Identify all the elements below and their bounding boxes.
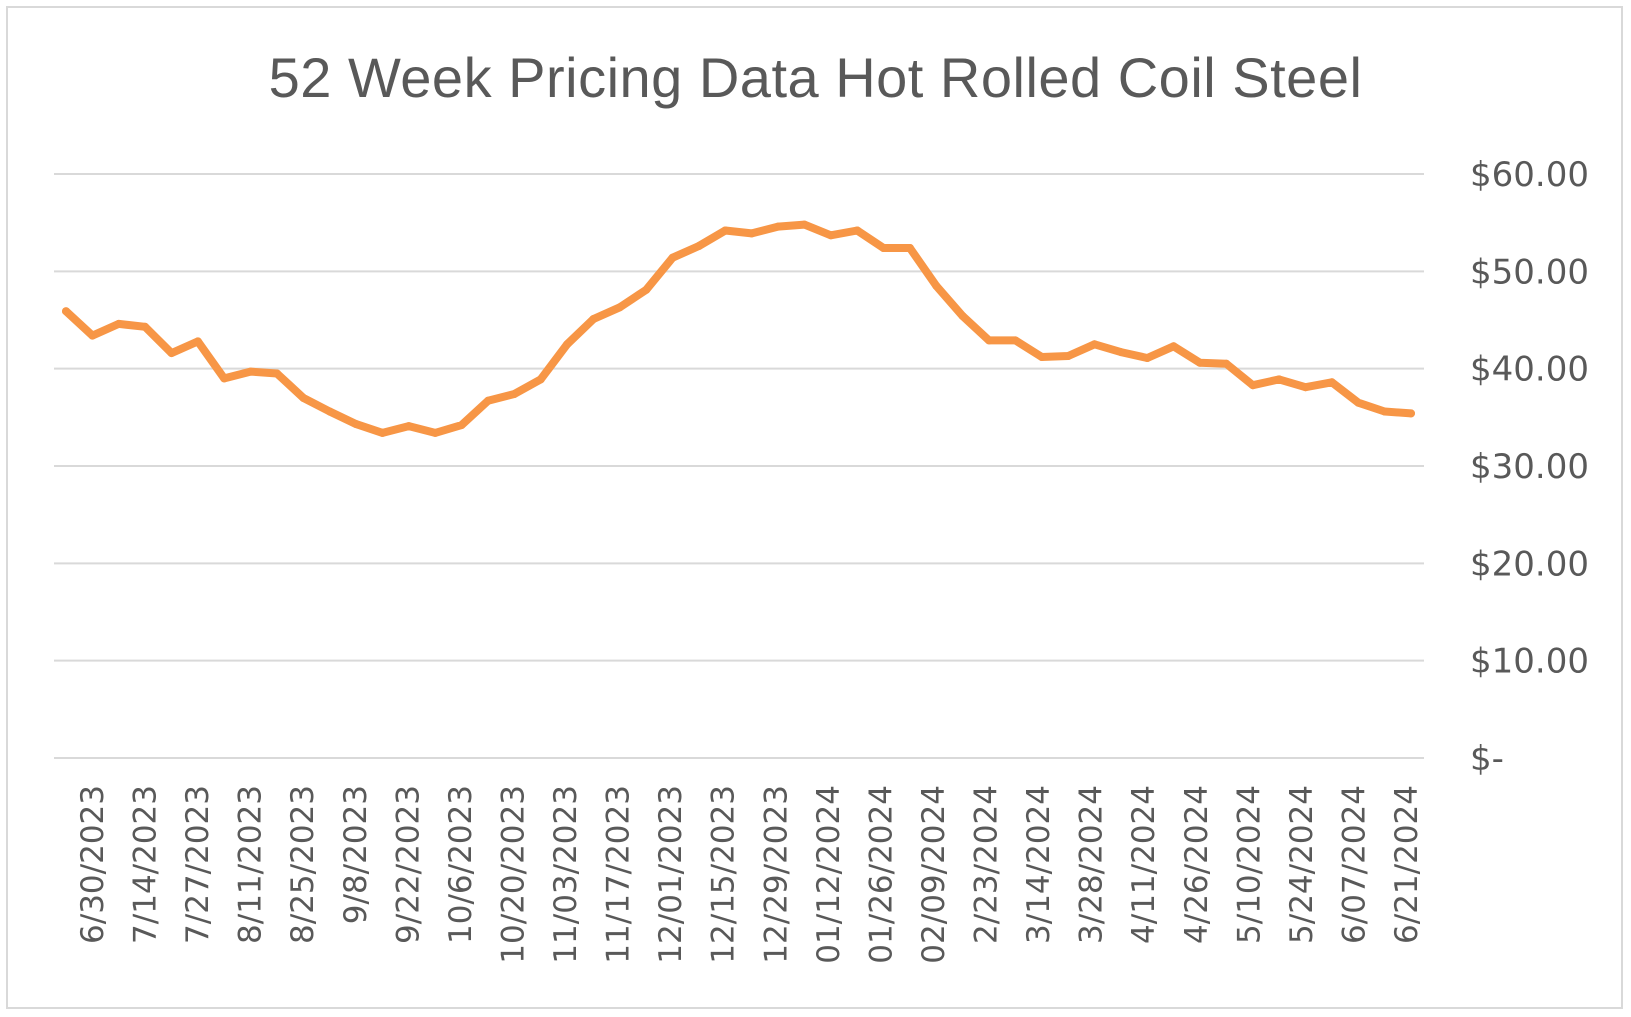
data-point bbox=[1116, 348, 1125, 357]
x-tick-label: 4/11/2024 bbox=[1126, 785, 1162, 944]
x-tick-label: 6/21/2024 bbox=[1389, 785, 1425, 944]
y-tick-label: $20.00 bbox=[1470, 544, 1589, 584]
data-point bbox=[325, 407, 334, 416]
x-tick-label: 01/12/2024 bbox=[811, 785, 847, 964]
y-axis-ticks: $60.00 $50.00 $40.00 $30.00 $20.00 $10.00 $- bbox=[1470, 155, 1589, 779]
data-point bbox=[62, 307, 70, 316]
data-point bbox=[642, 285, 651, 294]
data-point bbox=[1037, 353, 1046, 361]
data-point bbox=[220, 374, 229, 383]
data-point bbox=[1143, 354, 1152, 362]
data-point bbox=[431, 428, 440, 437]
x-tick-label: 6/30/2023 bbox=[75, 785, 111, 944]
data-point bbox=[932, 281, 941, 290]
x-tick-label: 12/29/2023 bbox=[758, 785, 794, 964]
data-point bbox=[484, 396, 492, 405]
x-tick-label: 6/07/2024 bbox=[1336, 785, 1372, 944]
data-point bbox=[1380, 407, 1389, 416]
x-tick-label: 3/28/2024 bbox=[1074, 785, 1110, 944]
data-point bbox=[193, 337, 202, 346]
data-point bbox=[404, 422, 413, 431]
x-tick-label: 5/24/2024 bbox=[1284, 785, 1320, 944]
data-point bbox=[1327, 378, 1336, 387]
data-point bbox=[694, 242, 703, 250]
data-point bbox=[1222, 359, 1231, 368]
x-tick-label: 7/14/2023 bbox=[128, 785, 164, 944]
x-tick-label: 12/01/2023 bbox=[653, 785, 689, 964]
data-point bbox=[853, 226, 862, 235]
data-point bbox=[879, 244, 888, 252]
data-point bbox=[114, 319, 123, 328]
x-tick-label: 9/8/2023 bbox=[338, 785, 374, 924]
data-point bbox=[1275, 375, 1284, 384]
data-point bbox=[589, 315, 598, 323]
gridlines bbox=[54, 173, 1424, 759]
data-point bbox=[1011, 336, 1020, 345]
x-tick-label: 2/23/2024 bbox=[969, 785, 1005, 944]
x-tick-label: 7/27/2023 bbox=[180, 785, 216, 944]
y-tick-label: $10.00 bbox=[1470, 642, 1589, 682]
x-tick-label: 10/6/2023 bbox=[443, 785, 479, 944]
x-tick-label: 8/25/2023 bbox=[285, 785, 321, 944]
data-point bbox=[721, 226, 730, 235]
data-point bbox=[1407, 409, 1415, 418]
x-tick-label: 02/09/2024 bbox=[916, 785, 952, 964]
data-point bbox=[615, 303, 624, 312]
data-point bbox=[536, 375, 545, 384]
data-point bbox=[1354, 398, 1363, 407]
data-point bbox=[1064, 352, 1073, 360]
series-layer bbox=[62, 220, 1415, 437]
x-tick-label: 8/11/2023 bbox=[233, 785, 269, 944]
y-tick-label: $60.00 bbox=[1470, 155, 1589, 195]
data-point bbox=[668, 253, 677, 262]
x-tick-label: 3/14/2024 bbox=[1021, 785, 1057, 944]
data-point bbox=[352, 420, 361, 429]
data-point bbox=[1169, 342, 1178, 351]
data-point bbox=[905, 244, 914, 252]
data-point bbox=[88, 331, 97, 340]
series-line bbox=[62, 220, 1415, 437]
x-tick-label: 11/17/2023 bbox=[601, 785, 637, 964]
data-point bbox=[774, 222, 783, 231]
data-point bbox=[563, 340, 572, 349]
y-tick-label: $- bbox=[1470, 739, 1504, 779]
x-tick-label: 12/15/2023 bbox=[706, 785, 742, 964]
x-tick-label: 01/26/2024 bbox=[863, 785, 899, 964]
chart-title: 52 Week Pricing Data Hot Rolled Coil Ste… bbox=[268, 46, 1363, 109]
y-tick-label: $50.00 bbox=[1470, 252, 1589, 292]
data-point bbox=[299, 393, 308, 402]
data-point bbox=[747, 229, 756, 238]
data-point bbox=[510, 390, 519, 398]
data-point bbox=[1301, 383, 1310, 392]
x-axis-ticks: 6/30/2023 7/14/2023 7/27/2023 8/11/2023 8/25… bbox=[75, 785, 1425, 964]
data-point bbox=[985, 336, 993, 345]
data-point bbox=[141, 322, 150, 331]
data-point bbox=[958, 312, 967, 321]
data-point bbox=[457, 421, 466, 430]
x-tick-label: 9/22/2023 bbox=[390, 785, 426, 944]
data-point bbox=[1248, 381, 1257, 390]
x-tick-label: 4/26/2024 bbox=[1179, 785, 1215, 944]
x-tick-label: 11/03/2023 bbox=[548, 785, 584, 964]
data-point bbox=[378, 428, 387, 437]
data-point bbox=[826, 231, 835, 240]
data-point bbox=[1196, 358, 1204, 367]
data-point bbox=[800, 220, 809, 229]
y-tick-label: $30.00 bbox=[1470, 447, 1589, 487]
y-tick-label: $40.00 bbox=[1470, 350, 1589, 390]
x-tick-label: 10/20/2023 bbox=[495, 785, 531, 964]
data-point bbox=[246, 367, 255, 376]
data-point bbox=[167, 349, 176, 358]
data-point bbox=[1090, 340, 1099, 349]
data-point bbox=[273, 369, 281, 378]
x-tick-label: 5/10/2024 bbox=[1231, 785, 1267, 944]
